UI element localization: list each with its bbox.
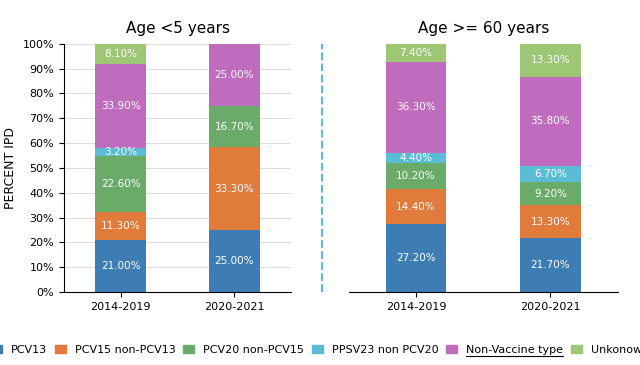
Bar [520, 182, 580, 205]
Text: 21.00%: 21.00% [101, 261, 141, 271]
Text: 16.70%: 16.70% [214, 122, 254, 131]
Text: 10.20%: 10.20% [396, 171, 436, 181]
Bar [386, 153, 446, 164]
Text: 13.30%: 13.30% [531, 217, 570, 227]
Text: 36.30%: 36.30% [396, 103, 436, 112]
Bar [520, 44, 580, 77]
Bar [386, 62, 446, 153]
Legend: PCV13, PCV15 non-PCV13, PCV20 non-PCV15, PPSV23 non PCV20, Non-Vaccine type, Unk: PCV13, PCV15 non-PCV13, PCV20 non-PCV15,… [0, 341, 640, 360]
Text: 4.40%: 4.40% [399, 153, 433, 163]
Text: 3.20%: 3.20% [104, 147, 138, 157]
Bar [209, 44, 260, 106]
Bar [386, 224, 446, 292]
Bar [209, 106, 260, 147]
Text: 6.70%: 6.70% [534, 169, 567, 179]
Bar [520, 77, 580, 166]
Bar [95, 64, 147, 148]
Bar [95, 212, 147, 240]
Text: 7.40%: 7.40% [399, 48, 433, 58]
Text: 11.30%: 11.30% [101, 221, 141, 231]
Bar [520, 166, 580, 182]
Text: 22.60%: 22.60% [101, 179, 141, 189]
Bar [520, 238, 580, 292]
Text: 8.10%: 8.10% [104, 49, 138, 59]
Bar [386, 164, 446, 189]
Bar [95, 156, 147, 212]
Text: 21.70%: 21.70% [531, 260, 570, 270]
Text: 25.00%: 25.00% [214, 256, 254, 266]
Text: 33.30%: 33.30% [214, 184, 254, 193]
Bar [209, 147, 260, 230]
Text: 35.80%: 35.80% [531, 116, 570, 126]
Bar [95, 148, 147, 156]
Bar [520, 205, 580, 238]
Text: 33.90%: 33.90% [101, 101, 141, 111]
Text: 27.20%: 27.20% [396, 253, 436, 263]
Title: Age <5 years: Age <5 years [125, 21, 230, 36]
Text: 9.20%: 9.20% [534, 189, 567, 199]
Bar [95, 43, 147, 64]
Bar [95, 240, 147, 292]
Bar [386, 44, 446, 62]
Bar [386, 189, 446, 224]
Title: Age >= 60 years: Age >= 60 years [417, 21, 549, 36]
Text: 25.00%: 25.00% [214, 70, 254, 80]
Y-axis label: PERCENT IPD: PERCENT IPD [4, 127, 17, 209]
Bar [209, 230, 260, 292]
Text: 14.40%: 14.40% [396, 201, 436, 212]
Text: 13.30%: 13.30% [531, 55, 570, 65]
